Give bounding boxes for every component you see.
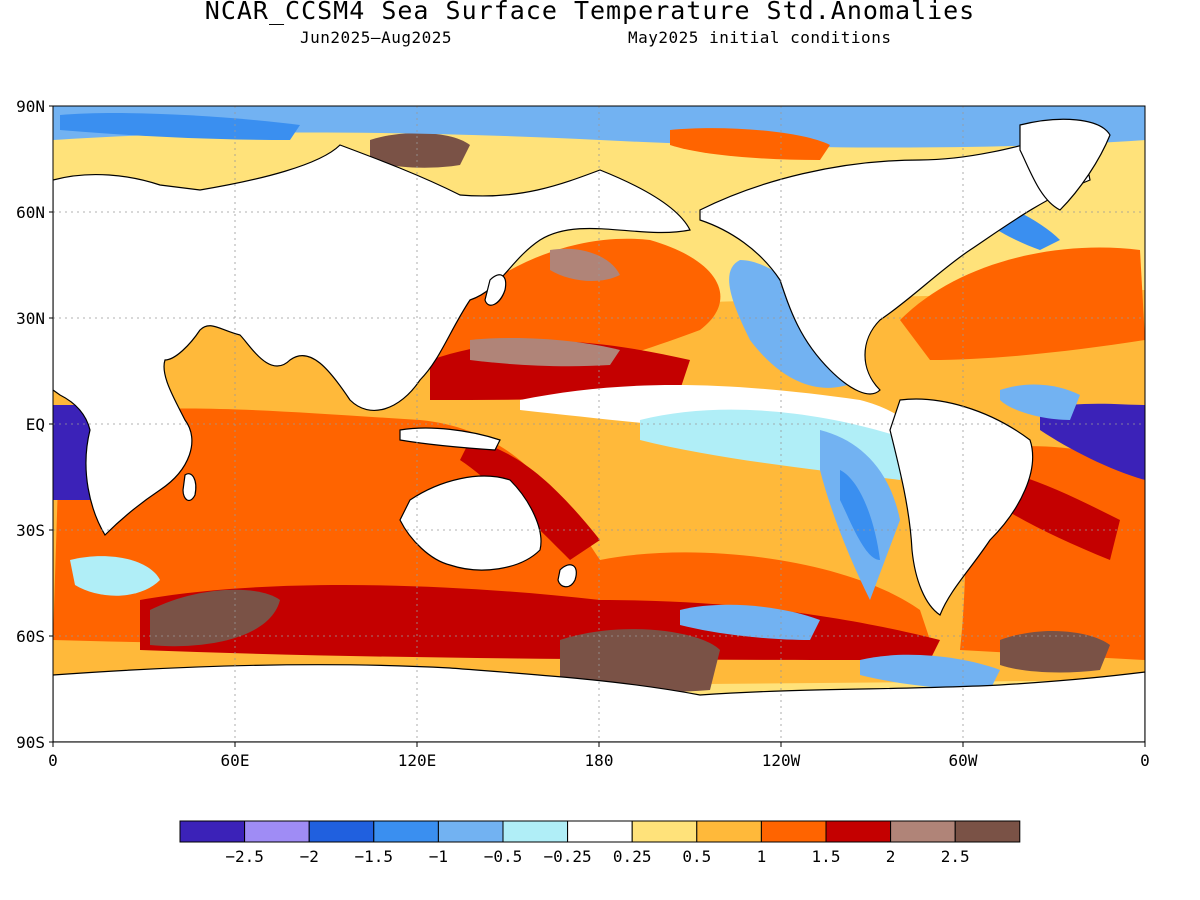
- lon-tick-label: 120W: [762, 751, 801, 770]
- lat-tick-label: 30S: [16, 521, 45, 540]
- anomaly-patch: [70, 556, 160, 596]
- initial-conditions: May2025 initial conditions: [628, 28, 892, 47]
- lat-tick-label: 60S: [16, 627, 45, 646]
- anomaly-patch: [840, 470, 880, 560]
- land-africa-eurasia: [53, 144, 691, 536]
- colorbar-swatch: [890, 820, 956, 843]
- colorbar-label: 2.5: [941, 847, 970, 866]
- anomaly-patch: [900, 247, 1145, 360]
- lat-tick-label: EQ: [26, 415, 45, 434]
- land-south-america: [889, 398, 1034, 616]
- colorbar-label: −1.5: [355, 847, 394, 866]
- colorbar-swatch: [631, 820, 698, 843]
- anomaly-patch: [1000, 630, 1110, 673]
- forecast-period: Jun2025–Aug2025: [300, 28, 452, 47]
- land-new-zealand: [557, 564, 577, 588]
- colorbar-swatch: [760, 820, 827, 843]
- colorbar: [179, 820, 1021, 843]
- lat-tick-label: 30N: [16, 309, 45, 328]
- colorbar-swatch: [179, 820, 246, 843]
- land-antarctica: [53, 664, 1145, 742]
- colorbar-label: −1: [429, 847, 448, 866]
- lon-tick-label: 120E: [398, 751, 437, 770]
- colorbar-swatch: [308, 820, 375, 843]
- lon-tick-label: 0: [48, 751, 58, 770]
- anomaly-patch: [560, 629, 720, 692]
- anomaly-patch: [1000, 384, 1080, 420]
- anomaly-patch: [60, 113, 300, 140]
- colorbar-label: −0.5: [484, 847, 523, 866]
- colorbar-swatch: [825, 820, 892, 843]
- colorbar-swatch: [954, 820, 1021, 843]
- anomaly-patch: [1040, 403, 1145, 480]
- lat-tick-label: 90S: [16, 733, 45, 752]
- colorbar-swatch: [696, 820, 762, 843]
- colorbar-label: 0.5: [682, 847, 711, 866]
- anomaly-patch: [470, 338, 620, 367]
- colorbar-labels: −2.5 −2 −1.5 −1 −0.5 −0.25 0.25 0.5 1 1.5 2 2.5: [225, 847, 969, 866]
- landmasses: [53, 118, 1145, 742]
- land-japan: [484, 274, 507, 306]
- land-north-america: [699, 129, 1091, 395]
- colorbar-label: 2: [886, 847, 896, 866]
- colorbar-swatch: [437, 820, 504, 843]
- lon-tick-label: 180: [585, 751, 614, 770]
- anomaly-patch: [550, 248, 620, 282]
- land-madagascar: [182, 473, 197, 502]
- colorbar-label: −2: [300, 847, 319, 866]
- colorbar-swatch: [373, 820, 439, 843]
- anomaly-patch: [140, 585, 940, 660]
- anomaly-patch: [860, 654, 1000, 690]
- colorbar-label: 1: [757, 847, 767, 866]
- lat-tick-label: 60N: [16, 203, 45, 222]
- land-greenland: [1019, 118, 1111, 211]
- colorbar-swatch: [244, 820, 310, 843]
- lon-tick-label: 60E: [221, 751, 250, 770]
- anomaly-patch: [670, 128, 830, 160]
- colorbar-swatch: [567, 820, 633, 843]
- latitude-axis: 90N 60N 30N EQ 30S 60S 90S: [16, 97, 53, 752]
- land-indonesia: [399, 427, 501, 451]
- land-australia: [399, 475, 542, 571]
- longitude-axis: 0 60E 120E 180 120W 60W 0: [48, 742, 1150, 770]
- grid-lines: [53, 106, 1145, 742]
- lon-tick-label: 0: [1140, 751, 1150, 770]
- map-title: NCAR_CCSM4 Sea Surface Temperature Std.A…: [204, 0, 976, 25]
- colorbar-label: −2.5: [225, 847, 264, 866]
- colorbar-label: 1.5: [812, 847, 841, 866]
- lon-tick-label: 60W: [949, 751, 978, 770]
- lat-tick-label: 90N: [16, 97, 45, 116]
- anomaly-patch: [150, 589, 280, 647]
- anomaly-patch: [53, 405, 94, 500]
- anomaly-patch: [680, 604, 820, 640]
- colorbar-label: −0.25: [544, 847, 592, 866]
- colorbar-label: 0.25: [613, 847, 652, 866]
- colorbar-swatch: [502, 820, 569, 843]
- anomaly-patch: [370, 133, 470, 168]
- anomaly-patch: [53, 106, 1145, 148]
